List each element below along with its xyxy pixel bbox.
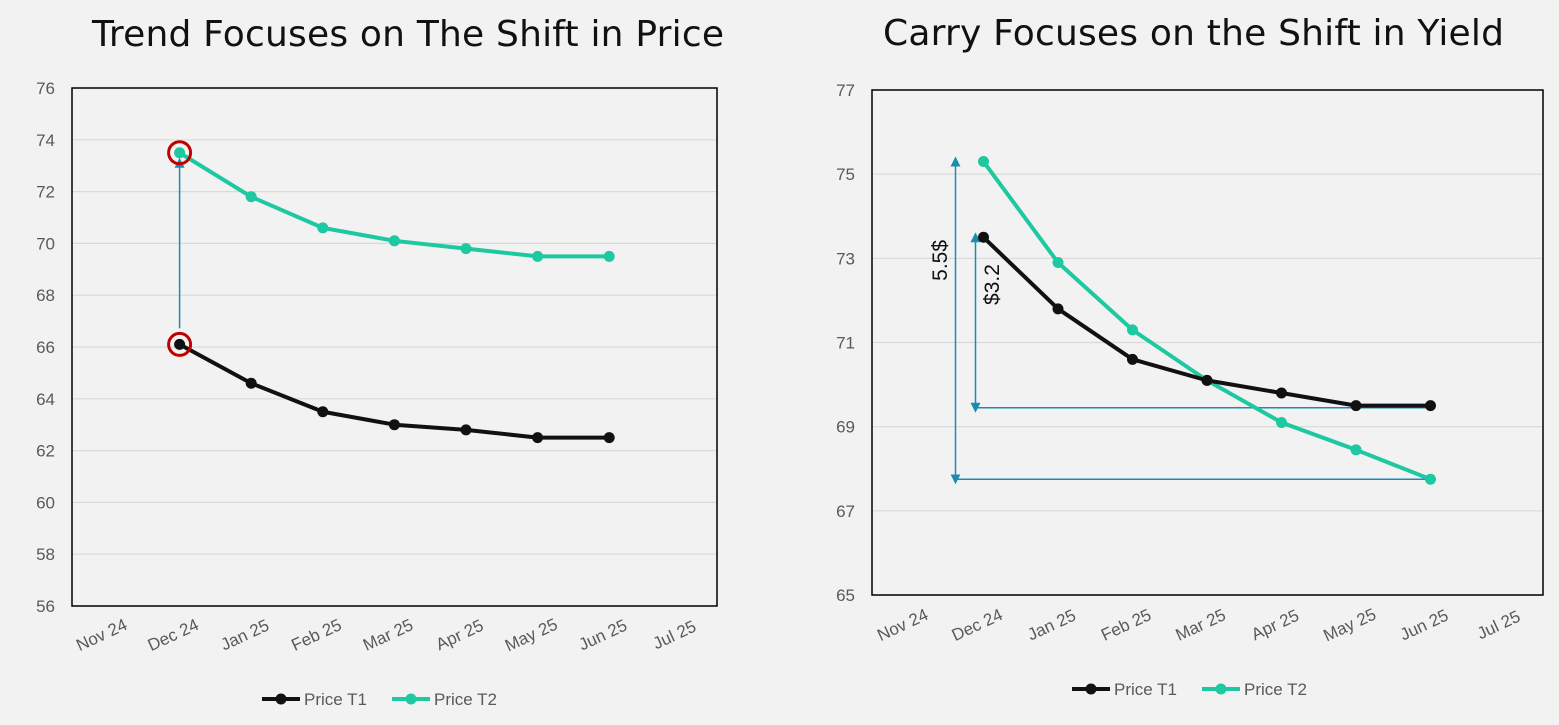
highlight-circle [167, 140, 193, 166]
x-tick-label: Jan 25 [218, 616, 272, 655]
x-tick-label: Jul 25 [650, 617, 699, 653]
x-tick-label: Apr 25 [433, 616, 486, 654]
legend-label: Price T2 [1244, 680, 1307, 699]
carry-chart: 65 67 69 71 73 75 77 Nov 24 Dec 24 Jan 25 Feb 25 Ma… [836, 81, 1544, 699]
x-tick-label: Dec 24 [949, 605, 1006, 645]
point-price-t2-apr-25 [1276, 416, 1287, 428]
legend-label: Price T1 [1114, 680, 1177, 699]
x-tick-label: Apr 25 [1248, 606, 1301, 644]
legend-swatch-marker [275, 693, 287, 705]
point-price-t1-jun-25 [603, 432, 615, 444]
shift-label: 5.5$ [929, 240, 952, 281]
point-price-t1-may-25 [532, 432, 544, 444]
y-tick-label: 73 [836, 249, 855, 268]
point-price-t2-dec-24 [174, 147, 186, 159]
legend-swatch-marker [405, 693, 417, 705]
legend-label: Price T1 [304, 690, 367, 709]
y-tick-label: 70 [36, 234, 55, 253]
point-price-t2-feb-25 [317, 222, 329, 234]
point-price-t1-feb-25 [317, 406, 329, 418]
point-price-t2-dec-24 [978, 156, 989, 168]
point-price-t2-feb-25 [1127, 324, 1138, 336]
point-price-t1-dec-24 [174, 338, 186, 350]
point-price-t1-may-25 [1350, 400, 1362, 412]
point-price-t1-dec-24 [978, 231, 989, 243]
y-tick-label: 64 [36, 390, 55, 409]
point-price-t1-jan-25 [1052, 303, 1064, 315]
y-tick-label: 66 [36, 338, 55, 357]
legend-label: Price T2 [434, 690, 497, 709]
plot-border [71, 87, 718, 607]
y-tick-label: 62 [36, 442, 55, 461]
x-tick-label: Mar 25 [360, 615, 416, 655]
x-tick-label: Nov 24 [73, 615, 130, 655]
point-price-t1-mar-25 [388, 419, 400, 431]
y-tick-label: 60 [36, 493, 55, 512]
y-tick-label: 75 [836, 165, 855, 184]
y-tick-label: 65 [836, 586, 855, 605]
point-price-t2-may-25 [1350, 444, 1362, 456]
trend-chart-panel: Trend Focuses on The Shift in Price 56 58… [36, 14, 725, 709]
shift-label: $3.2 [981, 264, 1004, 305]
legend-swatch-marker [1215, 683, 1227, 695]
point-price-t2-jun-25 [603, 250, 615, 262]
x-tick-label: Feb 25 [288, 615, 344, 655]
y-tick-label: 72 [36, 183, 55, 202]
x-tick-label: Jul 25 [1474, 607, 1523, 643]
y-tick-label: 58 [36, 545, 55, 564]
x-tick-label: Nov 24 [874, 605, 931, 645]
y-tick-label: 69 [836, 418, 855, 437]
point-price-t1-jun-25 [1425, 400, 1436, 412]
point-price-t2-apr-25 [460, 243, 472, 255]
point-price-t1-feb-25 [1127, 353, 1138, 365]
plot-border [871, 89, 1544, 596]
x-tick-label: Dec 24 [145, 615, 202, 655]
chart-title: Carry Focuses on the Shift in Yield [883, 13, 1505, 54]
x-tick-label: Mar 25 [1173, 605, 1229, 645]
y-tick-label: 68 [36, 286, 55, 305]
carry-chart-panel: Carry Focuses on the Shift in Yield 65 67… [780, 0, 1559, 725]
point-price-t2-may-25 [532, 250, 544, 262]
point-price-t1-jan-25 [245, 377, 257, 389]
y-tick-label: 76 [36, 79, 55, 98]
x-tick-label: Jun 25 [1397, 606, 1451, 645]
x-tick-label: May 25 [502, 615, 561, 656]
highlight-circle [167, 331, 193, 357]
y-tick-label: 71 [836, 334, 855, 353]
point-price-t1-apr-25 [1276, 387, 1287, 399]
point-price-t2-jan-25 [245, 191, 257, 203]
point-price-t1-mar-25 [1201, 374, 1213, 386]
x-tick-label: Jan 25 [1025, 606, 1079, 645]
trend-chart: 56 58 60 62 64 66 68 70 72 74 76 Nov 24 Dec 24 Jan 25… [36, 79, 718, 709]
y-tick-label: 56 [36, 597, 55, 616]
y-tick-label: 67 [836, 502, 855, 521]
point-price-t2-mar-25 [388, 235, 400, 247]
legend-swatch-marker [1085, 683, 1097, 695]
point-price-t2-jan-25 [1052, 257, 1064, 269]
y-tick-label: 77 [836, 81, 855, 100]
point-price-t1-apr-25 [460, 424, 472, 436]
x-tick-label: Feb 25 [1098, 605, 1154, 645]
point-price-t2-jun-25 [1425, 473, 1436, 485]
x-tick-label: May 25 [1320, 605, 1379, 646]
chart-title: Trend Focuses on The Shift in Price [92, 14, 725, 55]
y-tick-label: 74 [36, 131, 55, 150]
x-tick-label: Jun 25 [576, 616, 630, 655]
